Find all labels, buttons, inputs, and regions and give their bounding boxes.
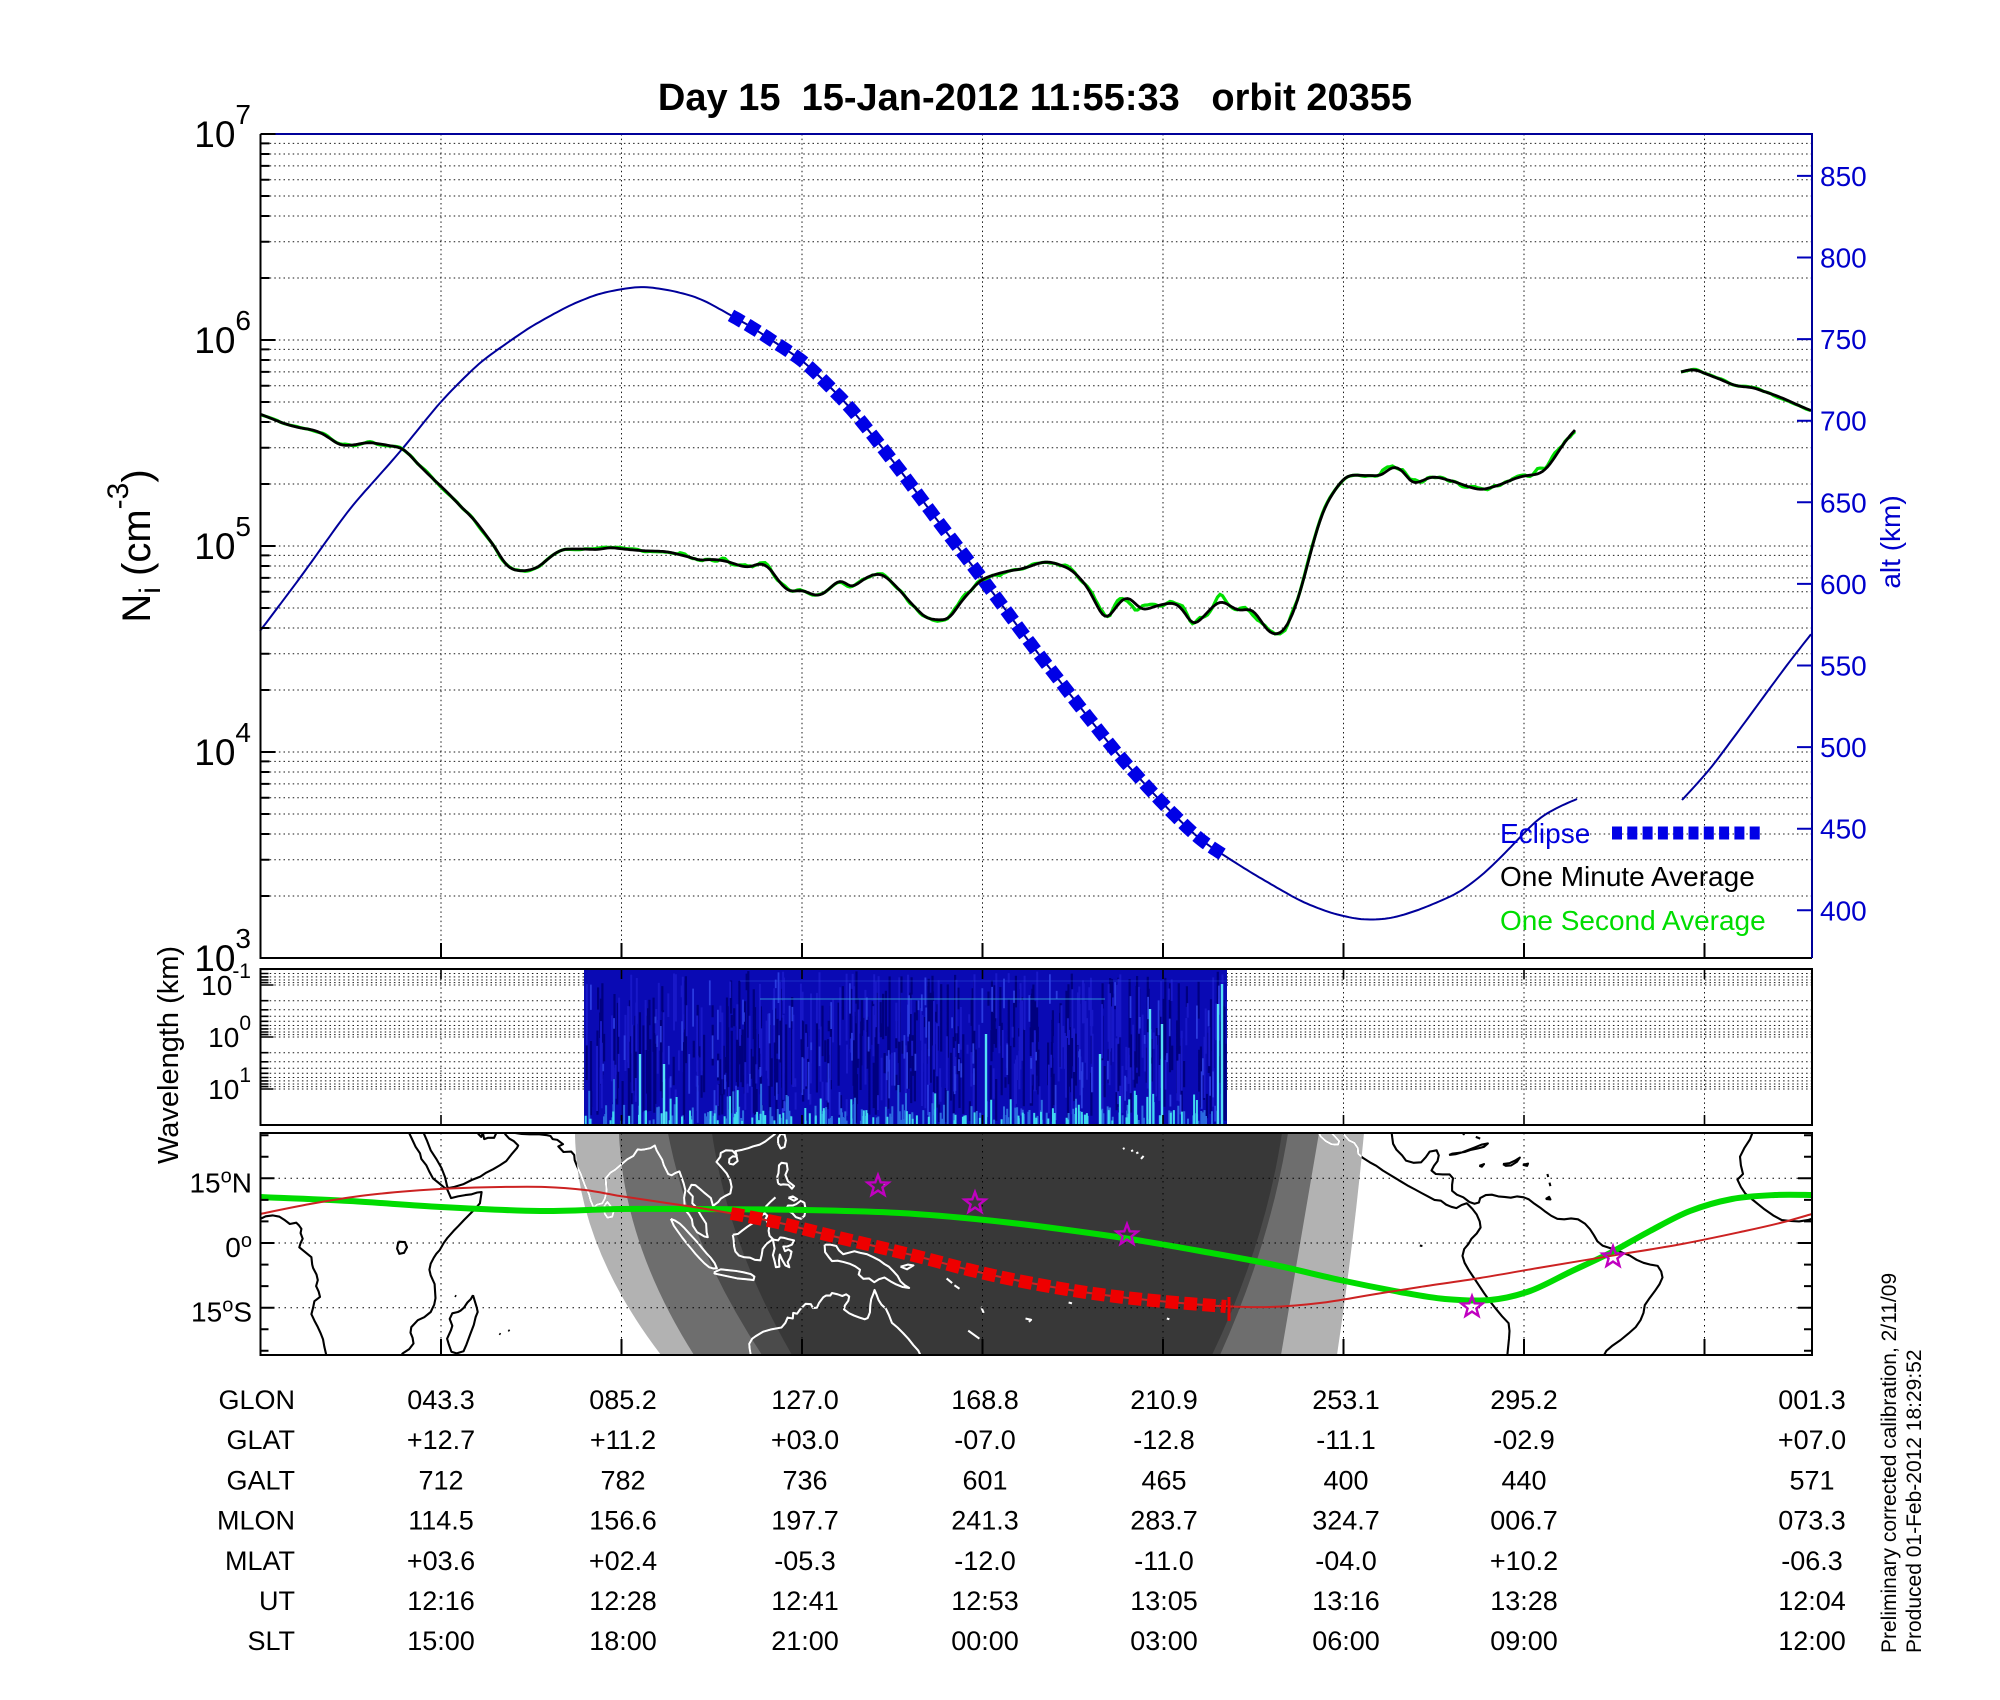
svg-text:+03.6: +03.6 [407,1546,475,1576]
svg-text:12:41: 12:41 [771,1586,839,1616]
svg-text:+12.7: +12.7 [407,1425,475,1455]
svg-text:09:00: 09:00 [1490,1626,1558,1656]
svg-text:782: 782 [600,1465,645,1495]
svg-text:-11.1: -11.1 [1316,1425,1376,1455]
svg-text:601: 601 [962,1465,1007,1495]
svg-text:465: 465 [1141,1465,1186,1495]
svg-text:168.8: 168.8 [951,1385,1019,1415]
svg-text:Produced 01-Feb-2012 18:29:52: Produced 01-Feb-2012 18:29:52 [1903,1349,1926,1653]
svg-text:712: 712 [418,1465,463,1495]
svg-text:15oS: 15oS [191,1295,252,1328]
svg-text:+10.2: +10.2 [1490,1546,1558,1576]
svg-text:001.3: 001.3 [1778,1385,1846,1415]
svg-text:-07.0: -07.0 [954,1425,1016,1455]
svg-text:18:00: 18:00 [589,1626,657,1656]
svg-text:15:00: 15:00 [407,1626,475,1656]
svg-text:Day 15 15-Jan-2012 11:55:33: Day 15 15-Jan-2012 11:55:33 orbit 20355 [658,77,1412,119]
svg-text:700: 700 [1820,406,1867,437]
svg-text:12:16: 12:16 [407,1586,475,1616]
svg-text:Preliminary corrected calibrat: Preliminary corrected calibration, 2/11/… [1878,1273,1901,1653]
svg-text:13:16: 13:16 [1312,1586,1380,1616]
svg-text:+11.2: +11.2 [590,1425,656,1455]
svg-text:21:00: 21:00 [771,1626,839,1656]
svg-text:GLON: GLON [218,1385,295,1415]
svg-text:127.0: 127.0 [771,1385,839,1415]
svg-text:073.3: 073.3 [1778,1506,1846,1536]
svg-text:850: 850 [1820,161,1867,192]
svg-text:450: 450 [1820,814,1867,845]
svg-text:-02.9: -02.9 [1493,1425,1555,1455]
svg-text:736: 736 [782,1465,827,1495]
svg-text:-05.3: -05.3 [774,1546,836,1576]
svg-text:650: 650 [1820,487,1867,518]
svg-text:006.7: 006.7 [1490,1506,1558,1536]
svg-text:-12.8: -12.8 [1133,1425,1195,1455]
svg-text:SLT: SLT [247,1626,295,1656]
svg-text:MLON: MLON [217,1506,295,1536]
svg-text:400: 400 [1820,895,1867,926]
svg-text:114.5: 114.5 [408,1506,474,1536]
svg-text:MLAT: MLAT [225,1546,295,1576]
svg-text:06:00: 06:00 [1312,1626,1380,1656]
svg-text:Wavelength (km): Wavelength (km) [153,946,185,1164]
svg-text:UT: UT [259,1586,295,1616]
svg-text:400: 400 [1323,1465,1368,1495]
svg-text:750: 750 [1820,324,1867,355]
svg-text:500: 500 [1820,732,1867,763]
svg-text:600: 600 [1820,569,1867,600]
svg-text:800: 800 [1820,243,1867,274]
svg-text:295.2: 295.2 [1490,1385,1558,1415]
svg-text:12:53: 12:53 [951,1586,1019,1616]
svg-text:12:00: 12:00 [1778,1626,1846,1656]
svg-text:571: 571 [1789,1465,1834,1495]
svg-text:GLAT: GLAT [226,1425,295,1455]
svg-text:210.9: 210.9 [1130,1385,1198,1415]
svg-text:+03.0: +03.0 [771,1425,839,1455]
svg-text:-04.0: -04.0 [1315,1546,1377,1576]
svg-text:-11.0: -11.0 [1134,1546,1194,1576]
svg-text:13:28: 13:28 [1490,1586,1558,1616]
svg-text:00:00: 00:00 [951,1626,1019,1656]
svg-text:GALT: GALT [226,1465,295,1495]
svg-text:197.7: 197.7 [771,1506,839,1536]
svg-text:13:05: 13:05 [1130,1586,1198,1616]
svg-text:253.1: 253.1 [1312,1385,1380,1415]
svg-text:241.3: 241.3 [951,1506,1019,1536]
svg-text:alt (km): alt (km) [1875,495,1906,588]
svg-text:550: 550 [1820,651,1867,682]
svg-text:Eclipse: Eclipse [1500,818,1590,849]
svg-text:283.7: 283.7 [1130,1506,1198,1536]
svg-text:One Minute Average: One Minute Average [1500,861,1755,892]
svg-text:043.3: 043.3 [407,1385,475,1415]
svg-text:-06.3: -06.3 [1781,1546,1843,1576]
svg-text:0o: 0o [225,1230,252,1263]
svg-text:12:04: 12:04 [1778,1586,1846,1616]
svg-text:+07.0: +07.0 [1778,1425,1846,1455]
svg-text:03:00: 03:00 [1130,1626,1198,1656]
svg-text:156.6: 156.6 [589,1506,657,1536]
svg-text:-12.0: -12.0 [954,1546,1016,1576]
svg-text:+02.4: +02.4 [589,1546,657,1576]
svg-text:440: 440 [1501,1465,1546,1495]
svg-text:One Second Average: One Second Average [1500,905,1766,936]
svg-text:324.7: 324.7 [1312,1506,1380,1536]
svg-text:085.2: 085.2 [589,1385,657,1415]
svg-text:12:28: 12:28 [589,1586,657,1616]
